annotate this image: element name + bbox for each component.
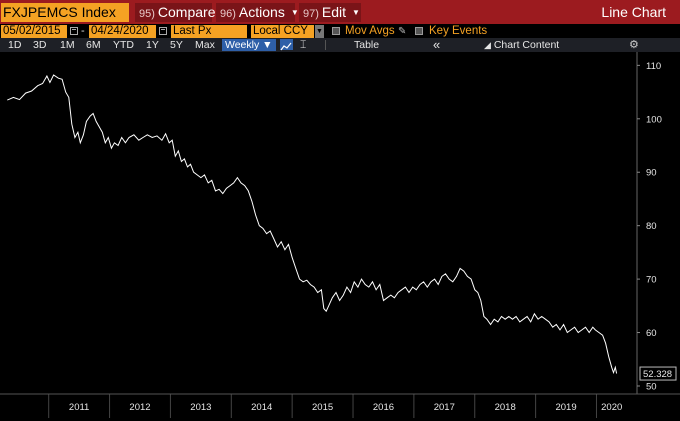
- edit-menu-button[interactable]: 97) Edit ▼: [299, 3, 361, 22]
- y-tick-label: 80: [646, 221, 657, 232]
- currency-dropdown-icon[interactable]: ▼: [315, 25, 324, 38]
- toolbar-divider: [325, 40, 326, 50]
- x-tick-label: 2012: [129, 402, 150, 413]
- compare-label: Compare: [157, 4, 216, 20]
- gear-icon[interactable]: ⚙: [629, 39, 639, 51]
- end-date-field[interactable]: 04/24/2020: [89, 25, 156, 38]
- last-value-box: [639, 366, 677, 381]
- x-tick-label: 2019: [555, 402, 576, 413]
- range-1m-button[interactable]: 1M: [60, 39, 75, 51]
- edit-shortcut: 97): [303, 8, 319, 20]
- x-tick-label: 2017: [434, 402, 455, 413]
- x-tick-label: 2015: [312, 402, 333, 413]
- key-events-checkbox[interactable]: [415, 27, 423, 35]
- x-tick-label: 2016: [373, 402, 394, 413]
- range-6m-button[interactable]: 6M: [86, 39, 101, 51]
- y-axis-ticks: 50 60 70 80 90 100 110: [637, 61, 662, 392]
- table-button[interactable]: Table: [354, 39, 380, 51]
- x-tick-label: 2013: [190, 402, 211, 413]
- actions-label: Actions: [238, 4, 285, 20]
- chart-content-icon: ◢: [484, 40, 491, 50]
- y-tick-label: 100: [646, 114, 662, 125]
- parameter-bar: 05/02/2015 - 04/24/2020 Last Px Local CC…: [0, 24, 680, 38]
- actions-shortcut: 96): [220, 8, 236, 20]
- range-3d-button[interactable]: 3D: [33, 39, 47, 51]
- range-ytd-button[interactable]: YTD: [113, 39, 134, 51]
- actions-menu-button[interactable]: 96) Actions ▼: [216, 3, 299, 22]
- chart-background: [0, 52, 680, 421]
- start-calendar-icon[interactable]: [70, 27, 78, 35]
- x-tick-label: 2014: [251, 402, 272, 413]
- range-toolbar: 1D 3D 1M 6M YTD 1Y 5Y Max Weekly ▼ ⌶ Tab…: [0, 38, 680, 52]
- currency-select[interactable]: Local CCY: [251, 25, 314, 38]
- range-max-button[interactable]: Max: [195, 39, 215, 51]
- security-input[interactable]: FXJPEMCS Index: [1, 3, 129, 22]
- chart-type-menu-icon[interactable]: ⌶: [300, 39, 307, 51]
- frequency-label: Weekly: [225, 39, 260, 51]
- x-axis-ticks: 2011 2012 2013 2014 2015 2016 2017 2018 2019 2020: [69, 402, 622, 413]
- mov-avgs-checkbox[interactable]: [332, 27, 340, 35]
- y-tick-label: 70: [646, 275, 657, 286]
- mov-avgs-label: Mov Avgs: [345, 25, 395, 37]
- price-field-select[interactable]: Last Px: [171, 25, 247, 38]
- chart-content-label: Chart Content: [493, 39, 560, 51]
- x-tick-label: 2020: [601, 402, 622, 413]
- collapse-icon[interactable]: «: [433, 37, 441, 52]
- x-axis-dividers: [48, 394, 597, 418]
- chart-view-title: Line Chart: [601, 4, 666, 20]
- edit-dropdown-icon: ▼: [352, 8, 360, 17]
- y-tick-label: 90: [646, 168, 657, 179]
- y-tick-label: 110: [646, 61, 661, 72]
- price-line: [7, 74, 618, 375]
- line-chart-glyph: [280, 42, 292, 51]
- end-calendar-icon[interactable]: [159, 27, 167, 35]
- x-tick-label: 2018: [495, 402, 516, 413]
- x-tick-label: 2011: [69, 402, 89, 413]
- y-tick-label: 50: [646, 381, 657, 392]
- range-1d-button[interactable]: 1D: [8, 39, 22, 51]
- range-1y-button[interactable]: 1Y: [146, 39, 159, 51]
- date-range-separator: -: [81, 25, 85, 37]
- line-chart-icon[interactable]: [280, 39, 293, 51]
- frequency-select[interactable]: Weekly ▼: [222, 39, 276, 51]
- chart-content-button[interactable]: ◢ Chart Content: [484, 38, 559, 52]
- last-value-marker: 52.328: [639, 366, 677, 381]
- edit-label: Edit: [321, 4, 347, 20]
- pencil-icon[interactable]: ✎: [398, 26, 407, 37]
- y-tick-label: 60: [646, 328, 657, 339]
- start-date-field[interactable]: 05/02/2015: [1, 25, 67, 38]
- compare-button[interactable]: 95) Compare: [135, 3, 216, 22]
- last-value-label: 52.328: [643, 369, 672, 380]
- compare-shortcut: 95): [139, 8, 155, 20]
- title-bar: FXJPEMCS Index 95) Compare 96) Actions ▼ 97…: [0, 0, 680, 24]
- range-5y-button[interactable]: 5Y: [170, 39, 183, 51]
- actions-dropdown-icon: ▼: [290, 8, 299, 17]
- key-events-label: Key Events: [429, 25, 488, 37]
